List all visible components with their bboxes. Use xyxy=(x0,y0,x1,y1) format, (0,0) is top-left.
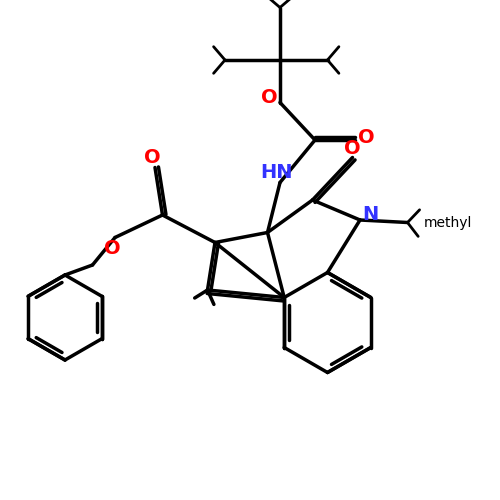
Text: O: O xyxy=(144,148,161,167)
Text: N: N xyxy=(362,204,378,224)
Text: HN: HN xyxy=(260,163,292,182)
Text: O: O xyxy=(344,139,361,158)
Text: O: O xyxy=(358,128,374,147)
Text: O: O xyxy=(260,88,278,107)
Text: methyl: methyl xyxy=(424,216,472,230)
Text: O: O xyxy=(104,239,121,258)
